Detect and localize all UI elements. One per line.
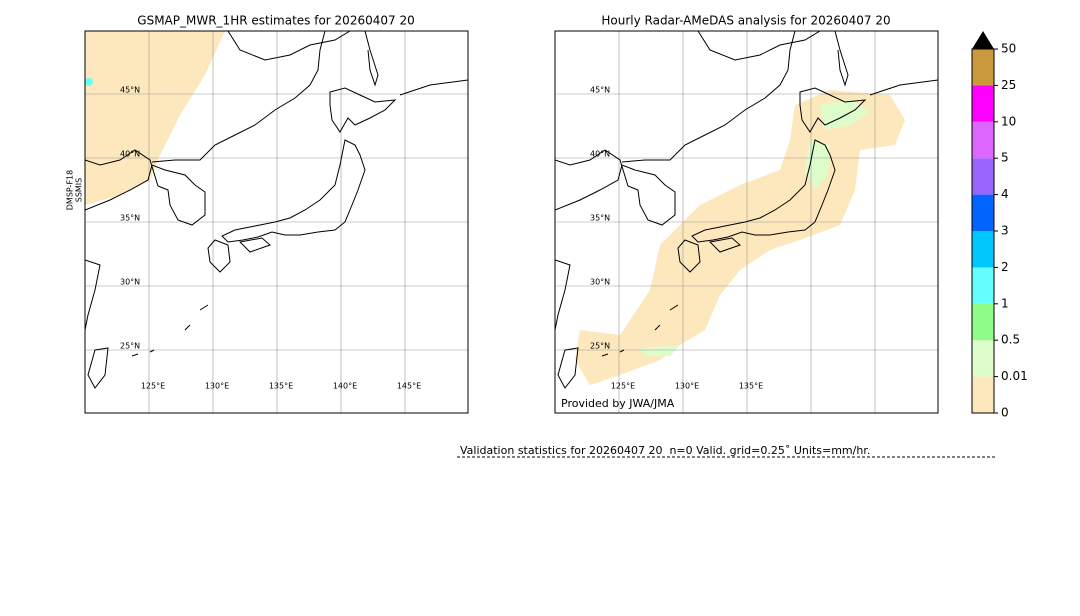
left-map: GSMAP_MWR_1HR estimates for 20260407 20 … — [66, 14, 469, 414]
colorbar-segment — [972, 267, 994, 304]
colorbar-segment — [972, 376, 994, 413]
lon-label: 125°E — [141, 382, 165, 391]
colorbar-segment — [972, 303, 994, 341]
lat-label: 35°N — [590, 214, 610, 223]
lon-label: 140°E — [333, 382, 357, 391]
colorbar-label: 10 — [1001, 114, 1016, 128]
colorbar-label: 0 — [1001, 406, 1009, 420]
colorbar-segment — [972, 49, 994, 86]
map-frame — [84, 30, 469, 414]
colorbar-label: 4 — [1001, 187, 1009, 201]
credit: Provided by JWA/JMA — [561, 397, 675, 410]
satellite-label: DMSP-F18 — [66, 170, 75, 210]
lon-label: 135°E — [739, 382, 763, 391]
map-title: GSMAP_MWR_1HR estimates for 20260407 20 — [137, 14, 414, 28]
map-title: Hourly Radar-AMeDAS analysis for 2026040… — [601, 14, 890, 28]
lon-label: 125°E — [611, 382, 635, 391]
precip-area — [640, 100, 870, 356]
colorbar-segment — [972, 340, 994, 377]
colorbar-label: 2 — [1001, 260, 1009, 274]
right-map: Hourly Radar-AMeDAS analysis for 2026040… — [554, 14, 939, 414]
colorbar-label: 25 — [1001, 78, 1016, 92]
colorbar: 0 0.01 0.5 1 2 3 4 5 10 25 50 — [971, 31, 1028, 420]
lon-label: 135°E — [269, 382, 293, 391]
colorbar-label: 5 — [1001, 151, 1009, 165]
colorbar-segment — [972, 121, 994, 159]
satellite-label: SSMIS — [75, 178, 84, 203]
lat-label: 30°N — [120, 278, 140, 287]
lon-label: 145°E — [397, 382, 421, 391]
lat-label: 30°N — [590, 278, 610, 287]
colorbar-extend — [972, 31, 994, 49]
colorbar-label: 0.5 — [1001, 333, 1020, 347]
precip-area — [575, 90, 905, 385]
lon-label: 130°E — [675, 382, 699, 391]
colorbar-segment — [972, 85, 994, 122]
map-frame — [554, 30, 939, 414]
lat-label: 25°N — [590, 342, 610, 351]
precip-area — [85, 78, 93, 86]
colorbar-segment — [972, 231, 994, 268]
lat-label: 40°N — [590, 150, 610, 159]
lat-label: 40°N — [120, 150, 140, 159]
colorbar-label: 0.01 — [1001, 369, 1028, 383]
lat-label: 45°N — [590, 86, 610, 95]
lat-label: 35°N — [120, 214, 140, 223]
lat-label: 45°N — [120, 86, 140, 95]
colorbar-label: 50 — [1001, 42, 1016, 56]
colorbar-segment — [972, 158, 994, 195]
lat-label: 25°N — [120, 342, 140, 351]
validation-text: Validation statistics for 20260407 20 n=… — [460, 444, 870, 457]
lon-label: 130°E — [205, 382, 229, 391]
colorbar-label: 3 — [1001, 224, 1009, 238]
precip-area — [85, 31, 225, 205]
colorbar-segment — [972, 194, 994, 231]
colorbar-label: 1 — [1001, 296, 1009, 310]
